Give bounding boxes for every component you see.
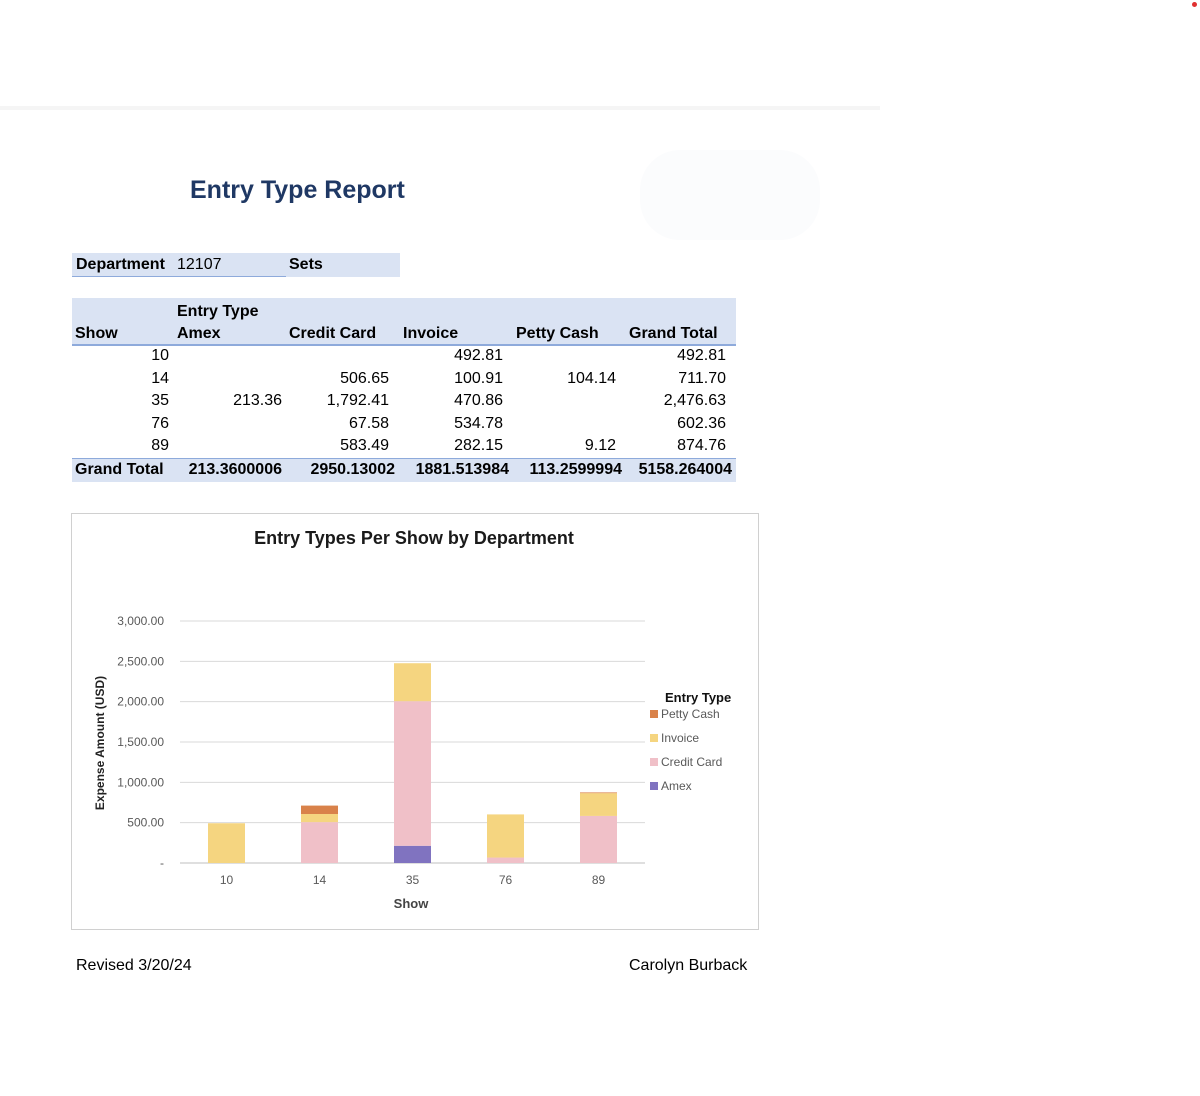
pivot-header-band xyxy=(72,298,736,344)
table-cell: 874.76 xyxy=(677,437,726,454)
table-cell: 711.70 xyxy=(678,370,726,387)
bar-segment[interactable] xyxy=(394,845,431,863)
status-dot xyxy=(1192,2,1197,7)
department-underline xyxy=(72,276,286,277)
x-tick-label: 14 xyxy=(313,873,327,887)
x-axis-label: Show xyxy=(394,896,430,911)
column-header-amex: Amex xyxy=(177,325,221,342)
grand-total-cell: 2950.13002 xyxy=(310,461,395,478)
grand-total-cell: 113.2599994 xyxy=(529,461,622,478)
table-cell: 534.78 xyxy=(454,415,503,432)
row-label-show[interactable]: 14 xyxy=(151,370,169,387)
table-cell: 470.86 xyxy=(454,392,503,409)
chart-title: Entry Types Per Show by Department xyxy=(254,528,574,548)
faint-watermark-shape xyxy=(640,150,820,240)
department-name: Sets xyxy=(289,256,323,273)
column-header-credit-card: Credit Card xyxy=(289,325,377,342)
row-header-show[interactable]: Show xyxy=(75,325,118,342)
x-tick-label: 10 xyxy=(220,873,234,887)
column-group-header[interactable]: Entry Type xyxy=(177,303,259,320)
bar-segment[interactable] xyxy=(301,805,338,814)
grand-total-cell: 213.3600006 xyxy=(188,461,282,478)
bar-segment[interactable] xyxy=(301,822,338,863)
bar-segment[interactable] xyxy=(487,814,524,858)
table-cell: 583.49 xyxy=(340,437,389,454)
department-label: Department xyxy=(76,256,165,273)
y-tick-label: 1,500.00 xyxy=(117,735,164,749)
row-label-show[interactable]: 10 xyxy=(151,347,169,364)
x-tick-label: 35 xyxy=(406,873,420,887)
row-label-show[interactable]: 35 xyxy=(151,392,169,409)
bar-segment[interactable] xyxy=(580,815,617,863)
grand-total-cell: 5158.264004 xyxy=(638,461,732,478)
bar-segment[interactable] xyxy=(394,663,431,702)
x-tick-label: 76 xyxy=(499,873,513,887)
legend-entry[interactable]: Credit Card xyxy=(661,755,722,769)
pivot-total-rule xyxy=(72,458,736,459)
bar-segment[interactable] xyxy=(580,793,617,816)
y-tick-label: 3,000.00 xyxy=(117,614,164,628)
department-value[interactable]: 12107 xyxy=(177,256,222,273)
table-cell: 282.15 xyxy=(454,437,503,454)
legend-entry[interactable]: Petty Cash xyxy=(661,707,720,721)
legend-swatch xyxy=(650,734,658,742)
bar-segment[interactable] xyxy=(580,792,617,794)
y-tick-label: 1,000.00 xyxy=(117,775,164,789)
y-tick-label: 2,000.00 xyxy=(117,695,164,709)
legend-swatch xyxy=(650,782,658,790)
column-header-petty-cash: Petty Cash xyxy=(516,325,599,342)
table-cell: 67.58 xyxy=(348,415,389,432)
header-divider xyxy=(0,106,880,110)
table-cell: 2,476.63 xyxy=(663,392,726,409)
column-header-invoice: Invoice xyxy=(403,325,459,342)
bar-segment[interactable] xyxy=(301,813,338,823)
legend-entry[interactable]: Amex xyxy=(661,779,692,793)
grand-total-label: Grand Total xyxy=(75,461,164,478)
row-label-show[interactable]: 89 xyxy=(151,437,169,454)
table-cell: 9.12 xyxy=(584,437,616,454)
y-axis-label: Expense Amount (USD) xyxy=(93,676,107,810)
pivot-header-rule xyxy=(72,344,736,346)
y-tick-label: 500.00 xyxy=(127,816,164,830)
y-tick-label: - xyxy=(160,856,164,870)
revision-date: Revised 3/20/24 xyxy=(76,957,192,974)
pivot-total-band xyxy=(72,458,736,482)
x-tick-label: 89 xyxy=(592,873,606,887)
table-cell: 602.36 xyxy=(677,415,726,432)
bar-segment[interactable] xyxy=(394,701,431,846)
column-header-grand-total: Grand Total xyxy=(629,325,718,342)
legend-swatch xyxy=(650,758,658,766)
legend-entry[interactable]: Invoice xyxy=(661,731,699,745)
bar-segment[interactable] xyxy=(208,823,245,863)
table-cell: 1,792.41 xyxy=(326,392,389,409)
department-filter-bar xyxy=(72,253,400,277)
legend-swatch xyxy=(650,710,658,718)
table-cell: 492.81 xyxy=(677,347,726,364)
table-cell: 100.91 xyxy=(454,370,503,387)
y-tick-label: 2,500.00 xyxy=(117,654,164,668)
author-name: Carolyn Burback xyxy=(629,957,748,974)
table-cell: 104.14 xyxy=(567,370,616,387)
table-cell: 213.36 xyxy=(233,392,282,409)
report-title: Entry Type Report xyxy=(190,176,405,204)
legend-title: Entry Type xyxy=(665,690,731,705)
table-cell: 492.81 xyxy=(454,347,503,364)
table-cell: 506.65 xyxy=(340,370,389,387)
grand-total-cell: 1881.513984 xyxy=(415,461,509,478)
row-label-show[interactable]: 76 xyxy=(151,415,169,432)
bar-segment[interactable] xyxy=(487,857,524,863)
stacked-bar-chart: Entry Types Per Show by Department Expen… xyxy=(93,528,731,911)
